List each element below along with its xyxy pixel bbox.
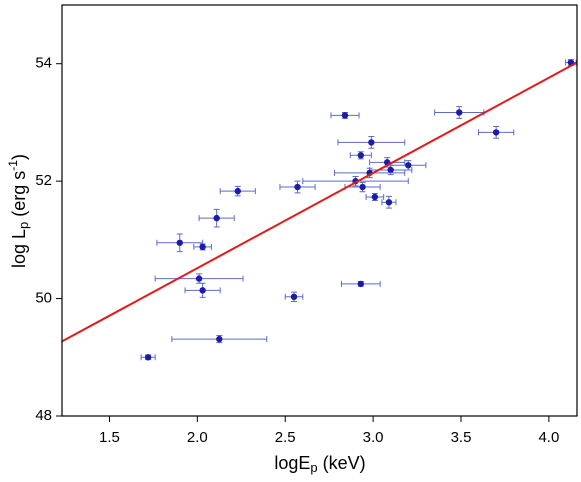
- plot-frame: [61, 4, 578, 417]
- x-tick-label: 3.5: [451, 429, 472, 446]
- y-tick-label: 48: [35, 407, 52, 424]
- point: [176, 239, 183, 246]
- point: [195, 275, 203, 282]
- point: [199, 243, 206, 251]
- y-label-end: ): [9, 154, 29, 160]
- x-tick-label: 2.0: [187, 429, 208, 446]
- point: [385, 199, 393, 206]
- point: [371, 193, 379, 201]
- point: [359, 183, 366, 191]
- point: [234, 187, 241, 195]
- point: [290, 293, 298, 301]
- point: [213, 214, 220, 222]
- x-tick-label: 1.5: [99, 429, 120, 446]
- x-label-sub: p: [310, 460, 317, 475]
- point: [357, 280, 365, 288]
- y-label-sup: -1: [6, 160, 20, 171]
- point: [456, 109, 463, 116]
- point: [216, 335, 223, 343]
- x-tick-label: 2.5: [275, 429, 296, 446]
- y-label-rest: (erg s: [9, 171, 29, 222]
- fit-line: [61, 61, 578, 343]
- point: [368, 139, 375, 146]
- y-label-text: log L: [9, 229, 29, 268]
- y-tick-label: 50: [35, 290, 52, 307]
- x-label-text: logE: [274, 453, 310, 473]
- point: [294, 183, 301, 191]
- y-axis-label: log Lp (erg s-1): [6, 154, 31, 268]
- point: [405, 162, 412, 169]
- point: [341, 112, 349, 119]
- x-tick-label: 3.0: [363, 429, 384, 446]
- point: [144, 354, 152, 361]
- point: [492, 129, 500, 136]
- x-label-rest: (keV): [318, 453, 366, 473]
- y-tick-label: 52: [35, 172, 52, 189]
- point: [387, 166, 394, 174]
- point: [199, 287, 206, 294]
- point: [357, 152, 365, 159]
- y-tick-label: 54: [35, 55, 52, 72]
- x-tick-label: 4.0: [538, 429, 559, 446]
- y-label-sub: p: [16, 222, 31, 229]
- x-axis-label: logEp (keV): [274, 453, 365, 476]
